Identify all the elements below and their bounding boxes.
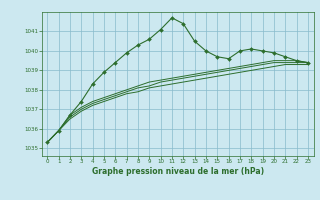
X-axis label: Graphe pression niveau de la mer (hPa): Graphe pression niveau de la mer (hPa): [92, 167, 264, 176]
